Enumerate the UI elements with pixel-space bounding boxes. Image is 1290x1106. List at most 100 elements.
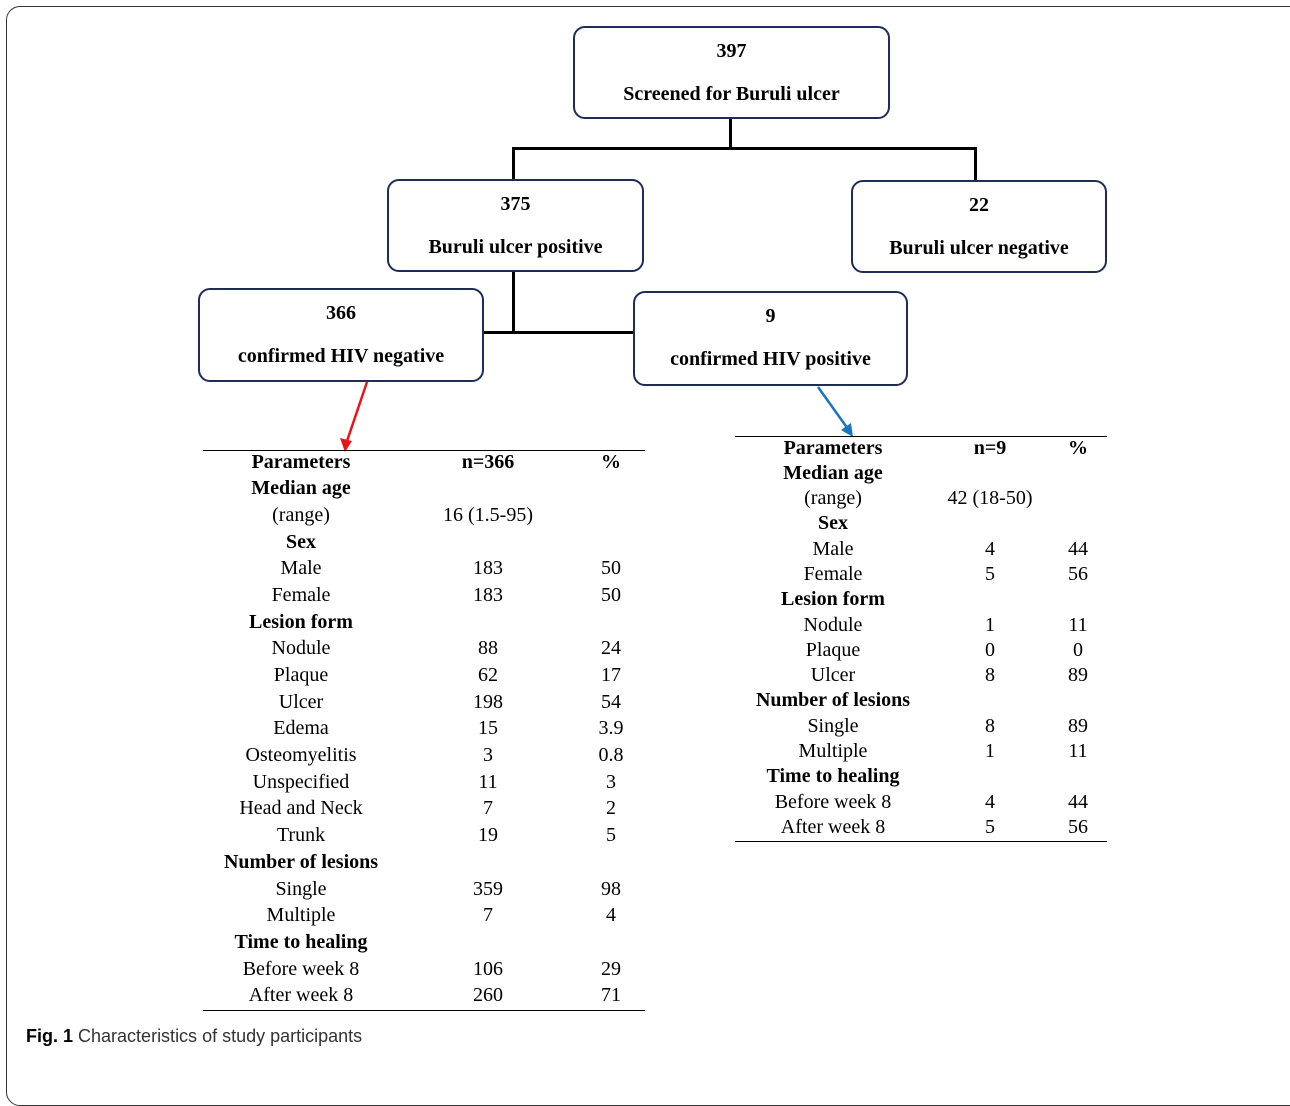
count-cell: 3 bbox=[483, 744, 493, 767]
percent-cell bbox=[577, 504, 645, 531]
parameter-cell: Number of lesions bbox=[755, 689, 911, 712]
count-cell: 62 bbox=[478, 664, 498, 686]
parameter-cell: (range) bbox=[272, 503, 330, 526]
column-header: Parameters bbox=[783, 437, 883, 459]
count-cell: 1 bbox=[985, 613, 995, 636]
table-row: After week 8 260 71 bbox=[203, 984, 645, 1011]
percent-cell: 44 bbox=[1068, 790, 1088, 813]
parameter-cell: Edema bbox=[273, 717, 329, 740]
count-cell: 260 bbox=[473, 984, 503, 1007]
count-cell: 42 (18-50) bbox=[947, 487, 1033, 510]
parameter-cell: Female bbox=[271, 583, 331, 606]
hiv-positive-box: 9 confirmed HIV positive bbox=[633, 291, 908, 386]
parameter-cell: Before week 8 bbox=[242, 957, 360, 980]
count-cell: 8 bbox=[985, 664, 995, 687]
percent-cell: 44 bbox=[1068, 537, 1088, 560]
parameter-cell: Single bbox=[807, 714, 859, 737]
percent-cell bbox=[577, 531, 645, 558]
percent-cell: 50 bbox=[601, 583, 621, 606]
count-cell: 4 bbox=[985, 790, 995, 813]
column-header: n=9 bbox=[973, 437, 1007, 459]
percent-cell: 98 bbox=[601, 877, 621, 900]
section-row: Lesion form bbox=[735, 588, 1107, 613]
count-cell: 16 (1.5-95) bbox=[443, 503, 533, 526]
hiv-positive-label: confirmed HIV positive bbox=[670, 348, 871, 370]
percent-cell: 2 bbox=[606, 797, 616, 820]
table-row: Single 359 98 bbox=[203, 878, 645, 905]
percent-cell bbox=[1049, 765, 1107, 790]
percent-cell: 50 bbox=[601, 557, 621, 580]
section-row: Time to healing bbox=[203, 931, 645, 958]
bu-negative-box: 22 Buruli ulcer negative bbox=[851, 180, 1107, 273]
table-row: Before week 8 4 44 bbox=[735, 791, 1107, 816]
parameter-cell: Male bbox=[280, 557, 322, 580]
count-cell: 1 bbox=[985, 740, 995, 763]
percent-cell: 0.8 bbox=[598, 744, 624, 767]
connector-line bbox=[512, 147, 977, 150]
count-cell: 198 bbox=[473, 690, 503, 713]
percent-cell: 89 bbox=[1068, 664, 1088, 687]
table-row: Nodule 88 24 bbox=[203, 637, 645, 664]
section-row: Median age bbox=[203, 477, 645, 504]
count-cell bbox=[931, 462, 1049, 487]
parameter-cell: After week 8 bbox=[780, 815, 886, 838]
percent-cell: 0 bbox=[1073, 638, 1083, 661]
count-cell bbox=[399, 931, 577, 958]
hiv-negative-label: confirmed HIV negative bbox=[237, 345, 445, 367]
percent-cell: 56 bbox=[1068, 562, 1088, 585]
bu-positive-label: Buruli ulcer positive bbox=[428, 236, 603, 258]
parameter-cell: (range) bbox=[804, 487, 862, 510]
table-row: Ulcer 198 54 bbox=[203, 691, 645, 718]
table-row: Nodule 1 11 bbox=[735, 614, 1107, 639]
percent-cell: 3 bbox=[606, 770, 616, 793]
hiv-positive-count: 9 bbox=[765, 305, 776, 327]
section-row: Number of lesions bbox=[203, 851, 645, 878]
parameter-cell: Ulcer bbox=[810, 664, 856, 687]
parameter-cell: Lesion form bbox=[249, 610, 353, 633]
percent-cell: 56 bbox=[1068, 815, 1088, 838]
table-row: After week 8 5 56 bbox=[735, 816, 1107, 841]
count-cell bbox=[931, 588, 1049, 613]
percent-cell bbox=[577, 477, 645, 504]
parameter-cell: Unspecified bbox=[252, 770, 350, 793]
section-row: Lesion form bbox=[203, 611, 645, 638]
count-cell bbox=[399, 531, 577, 558]
connector-line bbox=[512, 147, 515, 180]
bu-negative-label: Buruli ulcer negative bbox=[889, 237, 1069, 259]
table-row: Before week 8 106 29 bbox=[203, 958, 645, 985]
count-cell: 88 bbox=[478, 637, 498, 660]
percent-cell: 3.9 bbox=[598, 717, 624, 740]
parameter-cell: Trunk bbox=[276, 824, 326, 847]
table-row: Osteomyelitis 3 0.8 bbox=[203, 744, 645, 771]
parameter-cell: Number of lesions bbox=[223, 850, 379, 873]
connector-line bbox=[729, 118, 732, 148]
percent-cell: 17 bbox=[601, 664, 621, 686]
percent-cell bbox=[1049, 462, 1107, 487]
table-row: Edema 15 3.9 bbox=[203, 717, 645, 744]
table-row: Male 183 50 bbox=[203, 557, 645, 584]
count-cell: 11 bbox=[478, 770, 498, 793]
hiv-negative-count: 366 bbox=[326, 302, 356, 324]
section-row: Sex bbox=[203, 531, 645, 558]
percent-cell bbox=[1049, 588, 1107, 613]
count-cell: 7 bbox=[483, 797, 493, 820]
hiv-positive-table: Parameters n=9 % Median age (range) 42 (18… bbox=[735, 436, 1107, 842]
table-header-row: Parameters n=9 % bbox=[735, 437, 1107, 462]
parameter-cell: Head and Neck bbox=[239, 797, 363, 820]
count-cell bbox=[399, 611, 577, 638]
percent-cell bbox=[1049, 689, 1107, 714]
percent-cell: 5 bbox=[606, 824, 616, 847]
screened-label: Screened for Buruli ulcer bbox=[623, 83, 840, 105]
parameter-cell: Plaque bbox=[805, 638, 861, 661]
parameter-cell: Lesion form bbox=[781, 588, 885, 611]
parameter-cell: Sex bbox=[818, 512, 848, 535]
parameter-cell: Multiple bbox=[266, 904, 336, 927]
percent-cell bbox=[577, 931, 645, 958]
parameter-cell: Multiple bbox=[798, 740, 868, 763]
percent-cell bbox=[577, 851, 645, 878]
section-row: Number of lesions bbox=[735, 689, 1107, 714]
count-cell bbox=[931, 765, 1049, 790]
count-cell: 183 bbox=[473, 557, 503, 580]
parameter-cell: Male bbox=[812, 537, 854, 560]
section-row: Median age bbox=[735, 462, 1107, 487]
